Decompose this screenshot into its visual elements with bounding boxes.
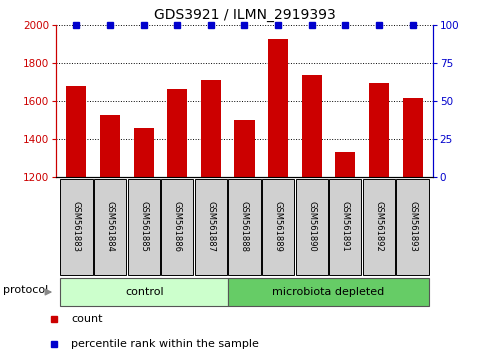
Bar: [396, 179, 428, 275]
Text: percentile rank within the sample: percentile rank within the sample: [71, 339, 258, 349]
Bar: [194, 179, 226, 275]
Bar: [295, 179, 327, 275]
Bar: [100, 115, 120, 177]
Text: GSM561889: GSM561889: [273, 201, 282, 252]
Bar: [335, 152, 355, 177]
Bar: [66, 86, 86, 177]
Text: GSM561893: GSM561893: [407, 201, 416, 252]
Bar: [362, 179, 394, 275]
Bar: [267, 39, 287, 177]
Bar: [368, 83, 388, 177]
Bar: [234, 120, 254, 177]
Bar: [328, 179, 361, 275]
Text: GSM561887: GSM561887: [206, 201, 215, 252]
Text: GSM561888: GSM561888: [240, 201, 248, 252]
Text: count: count: [71, 314, 102, 325]
Text: GSM561891: GSM561891: [340, 201, 349, 252]
Text: GSM561885: GSM561885: [139, 201, 148, 252]
Bar: [228, 278, 428, 306]
Text: GSM561892: GSM561892: [374, 201, 383, 252]
Text: GSM561883: GSM561883: [72, 201, 81, 252]
Title: GDS3921 / ILMN_2919393: GDS3921 / ILMN_2919393: [153, 8, 335, 22]
Bar: [301, 75, 321, 177]
Text: control: control: [125, 287, 163, 297]
Bar: [127, 179, 160, 275]
Bar: [262, 179, 294, 275]
Text: GSM561884: GSM561884: [105, 201, 114, 252]
Text: GSM561886: GSM561886: [172, 201, 182, 252]
Text: GSM561890: GSM561890: [306, 201, 316, 252]
Bar: [167, 88, 187, 177]
Text: microbiota depleted: microbiota depleted: [272, 287, 384, 297]
Bar: [133, 129, 153, 177]
Bar: [228, 179, 260, 275]
Bar: [201, 80, 221, 177]
Bar: [60, 179, 92, 275]
Text: protocol: protocol: [3, 285, 48, 296]
Bar: [161, 179, 193, 275]
Bar: [60, 278, 228, 306]
Bar: [94, 179, 126, 275]
Bar: [402, 98, 422, 177]
